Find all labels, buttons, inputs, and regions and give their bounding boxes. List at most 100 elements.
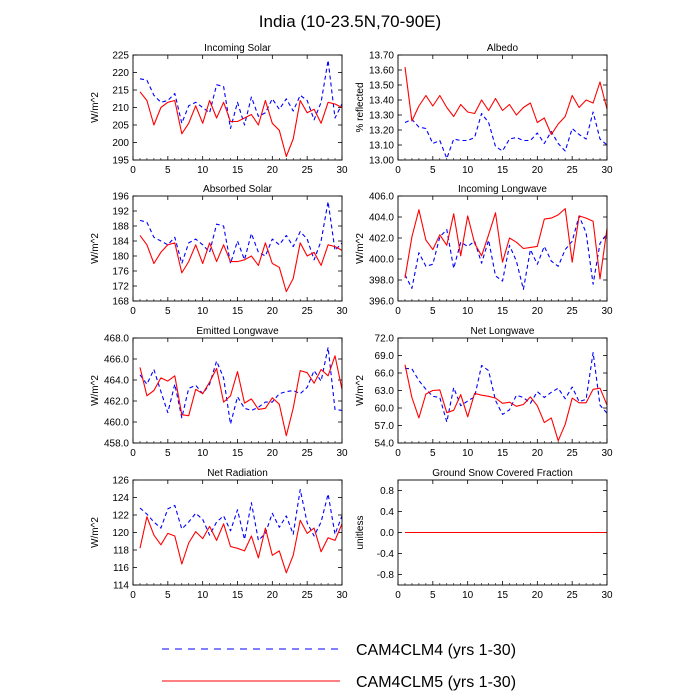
x-tick-label: 15: [497, 590, 509, 601]
x-tick-label: 30: [601, 448, 613, 459]
x-tick-label: 15: [497, 448, 509, 459]
x-tick-label: 10: [197, 306, 209, 317]
y-tick-label: 13.60: [369, 66, 394, 77]
series-line-cam4clm4-yrs-1-30: [404, 352, 608, 423]
y-tick-label: 180: [112, 252, 129, 263]
panel-title: Albedo: [487, 43, 519, 54]
panel-incoming-solar: Incoming Solar W/m^2 0 5 10 15 20 25 30 195 200 205…: [90, 43, 348, 176]
x-tick-label: 10: [462, 448, 474, 459]
x-tick-label: 30: [336, 165, 348, 176]
y-tick-label: 13.50: [369, 81, 394, 92]
panel-net-radiation: Net Radiation W/m^2 0 5 10 15 20 25 30 114 116 118 1…: [90, 468, 348, 601]
y-tick-label: 72.0: [375, 334, 395, 345]
x-tick-label: 5: [430, 306, 436, 317]
x-tick-label: 20: [532, 590, 544, 601]
y-axis-label: W/m^2: [90, 233, 101, 264]
y-tick-label: 63.0: [375, 386, 395, 397]
y-tick-label: 195: [112, 156, 129, 167]
y-tick-label: 462.0: [104, 397, 129, 408]
x-tick-label: 10: [462, 165, 474, 176]
x-tick-label: 30: [601, 165, 613, 176]
series-line-cam4clm5-yrs-1-30: [404, 208, 608, 280]
y-tick-label: 468.0: [104, 334, 129, 345]
y-tick-label: 13.30: [369, 111, 394, 122]
y-axis-label: W/m^2: [90, 375, 101, 406]
panel-emitted-longwave: Emitted Longwave W/m^2 0 5 10 15 20 25 30 458.0 46…: [90, 326, 348, 459]
y-tick-label: 184: [112, 237, 129, 248]
y-tick-label: 120: [112, 528, 129, 539]
series-line-cam4clm5-yrs-1-30: [139, 355, 343, 437]
y-tick-label: 398.0: [369, 276, 394, 287]
page-title: India (10-23.5N,70-90E): [259, 12, 441, 31]
y-tick-label: 406.0: [369, 192, 394, 203]
series-line-cam4clm4-yrs-1-30: [404, 111, 608, 160]
y-tick-label: 404.0: [369, 213, 394, 224]
y-tick-label: 464.0: [104, 376, 129, 387]
x-tick-label: 15: [232, 590, 244, 601]
legend-label-cam4clm5: CAM4CLM5 (yrs 1-30): [356, 674, 516, 691]
series-line-cam4clm5-yrs-1-30: [139, 516, 343, 574]
x-tick-label: 0: [130, 165, 136, 176]
y-tick-label: 60.0: [375, 404, 395, 415]
y-axis-label: W/m^2: [355, 233, 366, 264]
series-line-cam4clm4-yrs-1-30: [404, 215, 608, 290]
plot-frame: [132, 195, 343, 302]
y-tick-label: 126: [112, 476, 129, 487]
x-tick-label: 0: [130, 448, 136, 459]
x-tick-label: 10: [462, 590, 474, 601]
y-tick-label: 172: [112, 282, 129, 293]
plot-frame: [132, 337, 343, 444]
panel-title: Net Longwave: [471, 326, 535, 337]
x-tick-label: 30: [336, 306, 348, 317]
x-tick-label: 15: [497, 306, 509, 317]
legend-label-cam4clm4: CAM4CLM4 (yrs 1-30): [356, 642, 516, 659]
x-tick-label: 15: [232, 448, 244, 459]
panel-title: Net Radiation: [207, 468, 268, 479]
y-axis-label: W/m^2: [355, 375, 366, 406]
y-tick-label: 13.70: [369, 51, 394, 62]
y-tick-label: 466.0: [104, 355, 129, 366]
x-tick-label: 20: [267, 590, 279, 601]
x-tick-label: 10: [197, 590, 209, 601]
panel-title: Emitted Longwave: [196, 326, 279, 337]
y-axis-label: W/m^2: [90, 517, 101, 548]
legend: CAM4CLM4 (yrs 1-30) CAM4CLM5 (yrs 1-30): [162, 642, 516, 691]
plot-frame: [397, 54, 608, 161]
series-line-cam4clm4-yrs-1-30: [139, 489, 343, 541]
y-tick-label: 124: [112, 493, 129, 504]
x-tick-label: 30: [336, 590, 348, 601]
x-tick-label: 25: [567, 448, 579, 459]
x-tick-label: 25: [302, 306, 314, 317]
panel-title: Incoming Solar: [204, 43, 271, 54]
x-tick-label: 5: [430, 448, 436, 459]
y-tick-label: 13.10: [369, 141, 394, 152]
x-tick-label: 5: [165, 306, 171, 317]
plot-frame: [397, 337, 608, 444]
y-tick-label: 192: [112, 207, 129, 218]
panel-title: Absorbed Solar: [203, 184, 273, 195]
y-tick-label: 66.0: [375, 369, 395, 380]
x-tick-label: 10: [462, 306, 474, 317]
x-tick-label: 25: [567, 306, 579, 317]
y-tick-label: 460.0: [104, 418, 129, 429]
plot-frame: [132, 54, 343, 161]
x-tick-label: 15: [497, 165, 509, 176]
y-tick-label: 210: [112, 103, 129, 114]
y-tick-label: 400.0: [369, 255, 394, 266]
series-line-cam4clm5-yrs-1-30: [404, 66, 608, 136]
panel-title: Ground Snow Covered Fraction: [432, 468, 573, 479]
series-line-cam4clm5-yrs-1-30: [139, 235, 343, 293]
y-tick-label: 205: [112, 121, 129, 132]
x-tick-label: 20: [532, 306, 544, 317]
panel-net-longwave: Net Longwave W/m^2 0 5 10 15 20 25 30 54.0 57.0 60.…: [355, 326, 613, 459]
y-tick-label: 220: [112, 68, 129, 79]
y-tick-label: 458.0: [104, 439, 129, 450]
x-tick-label: 10: [197, 165, 209, 176]
y-tick-label: 13.00: [369, 156, 394, 167]
x-tick-label: 5: [430, 590, 436, 601]
x-tick-label: 5: [165, 448, 171, 459]
x-tick-label: 20: [267, 306, 279, 317]
y-tick-label: -0.8: [377, 570, 395, 581]
plot-frame: [397, 195, 608, 302]
